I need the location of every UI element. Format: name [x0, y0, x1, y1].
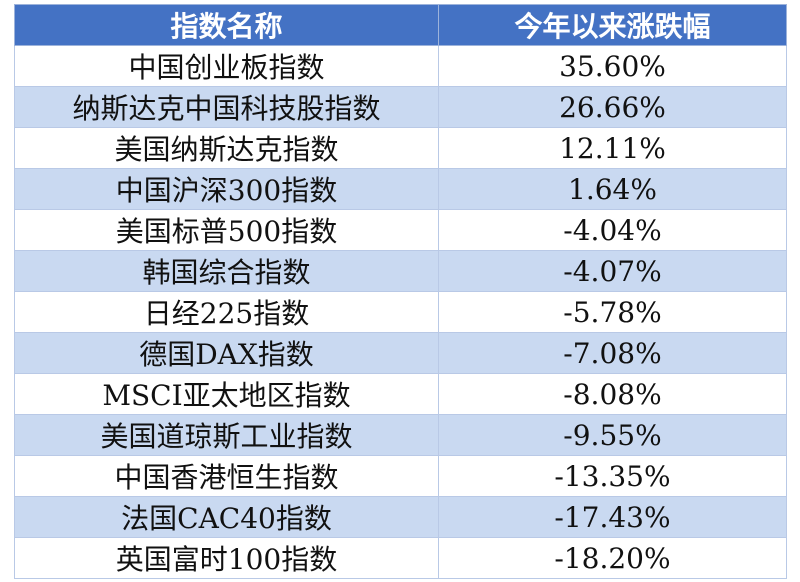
ytd-change-cell: -13.35%: [438, 455, 787, 497]
index-name-cell: 韩国综合指数: [14, 250, 439, 292]
table-row: MSCI亚太地区指数 -8.08%: [14, 373, 787, 415]
table-row: 韩国综合指数 -4.07%: [14, 250, 787, 292]
index-name-cell: 中国香港恒生指数: [14, 455, 439, 497]
ytd-change-cell: -5.78%: [438, 291, 787, 333]
table-row: 法国CAC40指数 -17.43%: [14, 496, 787, 538]
ytd-change-cell: -9.55%: [438, 414, 787, 456]
ytd-change-cell: -17.43%: [438, 496, 787, 538]
index-name-cell: 美国道琼斯工业指数: [14, 414, 439, 456]
ytd-change-cell: 1.64%: [438, 168, 787, 210]
index-name-cell: 日经225指数: [14, 291, 439, 333]
index-name-cell: 英国富时100指数: [14, 537, 439, 579]
table-row: 美国道琼斯工业指数 -9.55%: [14, 414, 787, 456]
ytd-change-cell: -8.08%: [438, 373, 787, 415]
table-row: 中国沪深300指数 1.64%: [14, 168, 787, 210]
table-row: 英国富时100指数 -18.20%: [14, 537, 787, 579]
index-name-cell: 纳斯达克中国科技股指数: [14, 86, 439, 128]
table-row: 德国DAX指数 -7.08%: [14, 332, 787, 374]
index-name-cell: 德国DAX指数: [14, 332, 439, 374]
table-row: 日经225指数 -5.78%: [14, 291, 787, 333]
index-name-cell: 美国标普500指数: [14, 209, 439, 251]
ytd-change-cell: -7.08%: [438, 332, 787, 374]
ytd-change-cell: -4.07%: [438, 250, 787, 292]
table-row: 美国标普500指数 -4.04%: [14, 209, 787, 251]
index-name-cell: 法国CAC40指数: [14, 496, 439, 538]
header-row: 指数名称 今年以来涨跌幅: [14, 4, 787, 46]
index-performance-table-container: 指数名称 今年以来涨跌幅 中国创业板指数 35.60% 纳斯达克中国科技股指数 26.…: [14, 4, 787, 579]
ytd-change-cell: 26.66%: [438, 86, 787, 128]
table-body: 中国创业板指数 35.60% 纳斯达克中国科技股指数 26.66% 美国纳斯达克指数 12…: [14, 45, 787, 579]
index-name-cell: 中国沪深300指数: [14, 168, 439, 210]
ytd-change-cell: 12.11%: [438, 127, 787, 169]
table-row: 中国创业板指数 35.60%: [14, 45, 787, 87]
ytd-change-cell: -18.20%: [438, 537, 787, 579]
index-name-cell: 中国创业板指数: [14, 45, 439, 87]
index-name-cell: 美国纳斯达克指数: [14, 127, 439, 169]
table-row: 纳斯达克中国科技股指数 26.66%: [14, 86, 787, 128]
table-row: 中国香港恒生指数 -13.35%: [14, 455, 787, 497]
column-header-ytd-change: 今年以来涨跌幅: [438, 4, 787, 46]
column-header-index-name: 指数名称: [14, 4, 439, 46]
table-row: 美国纳斯达克指数 12.11%: [14, 127, 787, 169]
index-name-cell: MSCI亚太地区指数: [14, 373, 439, 415]
ytd-change-cell: 35.60%: [438, 45, 787, 87]
index-performance-table: 指数名称 今年以来涨跌幅 中国创业板指数 35.60% 纳斯达克中国科技股指数 26.…: [14, 4, 787, 579]
ytd-change-cell: -4.04%: [438, 209, 787, 251]
